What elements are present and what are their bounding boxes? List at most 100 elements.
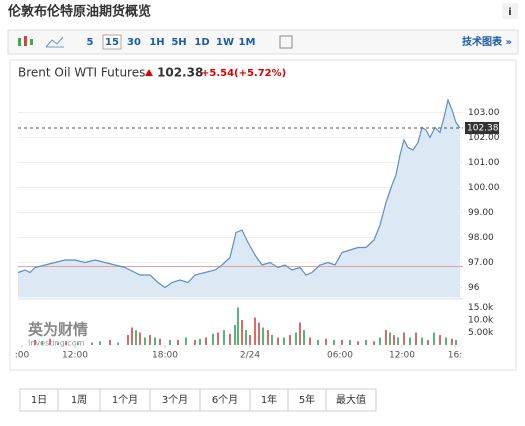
y-tick-label: 97.00 xyxy=(468,258,494,268)
volume-bar xyxy=(254,317,256,345)
price-line xyxy=(17,97,461,289)
x-tick-label: 06:00 xyxy=(327,351,353,361)
x-tick-label: 12:00 xyxy=(62,351,88,361)
toolbar xyxy=(7,29,519,55)
x-tick-label: 18:00 xyxy=(152,351,178,361)
volume-bar xyxy=(205,337,207,345)
volume-bar xyxy=(117,342,119,345)
volume-bar xyxy=(393,335,395,345)
volume-bar xyxy=(427,340,429,345)
volume-bar xyxy=(194,340,196,345)
instrument-name: Brent Oil WTI Futures xyxy=(18,66,145,80)
range-label[interactable]: 最大值 xyxy=(336,393,366,406)
y-tick-label: 102.00 xyxy=(468,133,500,143)
volume-bar xyxy=(237,307,239,345)
volume-bar xyxy=(177,340,179,345)
volume-bar xyxy=(229,333,231,345)
volume-tick-label: 10.0k xyxy=(468,316,494,326)
x-tick-label: 16: xyxy=(448,351,462,361)
watermark-sub: Investing.com xyxy=(28,339,85,348)
volume-bar xyxy=(217,332,219,345)
price-area xyxy=(18,100,460,298)
range-label[interactable]: 5年 xyxy=(299,393,315,406)
range-label[interactable]: 1个月 xyxy=(112,394,138,406)
volume-bar xyxy=(169,340,171,345)
interval-button[interactable]: 1H xyxy=(149,37,164,48)
x-tick-label: :00 xyxy=(15,351,30,361)
range-label[interactable]: 1周 xyxy=(71,394,87,406)
volume-bar xyxy=(91,342,93,345)
volume-bar xyxy=(41,341,43,345)
chart-frame xyxy=(9,59,517,371)
volume-bar xyxy=(212,333,214,345)
info-icon[interactable]: i xyxy=(508,7,511,18)
volume-bar xyxy=(262,327,264,345)
volume-bar xyxy=(99,341,101,345)
volume-bar xyxy=(271,335,273,345)
volume-bar xyxy=(439,335,441,345)
interval-button[interactable]: 30 xyxy=(127,37,141,48)
volume-bar xyxy=(403,332,405,345)
last-price-box xyxy=(465,122,499,134)
range-button[interactable] xyxy=(325,388,377,412)
tech-chart-link[interactable]: 技术图表 » xyxy=(462,35,512,48)
area-icon[interactable] xyxy=(45,36,64,48)
volume-tick-label: 5.00k xyxy=(468,328,494,338)
widget-title: 伦敦布伦特原油期货概览 xyxy=(8,4,151,20)
interval-button[interactable]: 1W xyxy=(216,37,234,48)
volume-bar xyxy=(365,340,367,345)
interval-button[interactable]: 5 xyxy=(87,37,94,48)
volume-bar xyxy=(234,325,236,345)
volume-bar xyxy=(139,332,141,345)
info-button[interactable] xyxy=(502,3,518,19)
volume-bar xyxy=(303,330,305,345)
y-tick-label: 100.00 xyxy=(468,183,500,193)
volume-bar xyxy=(299,322,301,345)
volume-bar xyxy=(357,341,359,345)
volume-bar xyxy=(283,337,285,345)
y-tick-label: 99.00 xyxy=(468,208,494,218)
volume-bar xyxy=(409,337,411,345)
volume-bar xyxy=(131,327,133,345)
volume-bar xyxy=(49,338,51,345)
up-arrow xyxy=(145,69,153,76)
volume-bar xyxy=(349,340,351,345)
y-tick-label: 96 xyxy=(468,283,480,293)
watermark: 英为财情 xyxy=(28,321,88,339)
range-label[interactable]: 6个月 xyxy=(212,394,238,406)
volume-bar xyxy=(451,338,453,345)
volume-bar xyxy=(57,342,59,345)
volume-bar xyxy=(249,335,251,345)
interval-button[interactable]: 1M xyxy=(239,37,256,48)
volume-bar xyxy=(415,332,417,345)
last-price: 102.38 xyxy=(157,66,203,80)
x-tick-label: 2/24 xyxy=(240,351,260,361)
volume-bar xyxy=(341,340,343,345)
volume-bar xyxy=(77,342,79,345)
volume-bar xyxy=(241,320,243,345)
range-label[interactable]: 1日 xyxy=(31,395,47,406)
volume-bar xyxy=(317,340,319,345)
volume-bar xyxy=(373,341,375,345)
volume-tick-label: 15.0k xyxy=(468,303,494,313)
interval-button[interactable]: 5H xyxy=(171,37,186,48)
interval-button[interactable]: 15 xyxy=(105,37,119,48)
volume-bar xyxy=(389,332,391,345)
interval-button[interactable]: 1D xyxy=(194,37,209,48)
volume-bar xyxy=(379,337,381,345)
volume-bar xyxy=(258,322,260,345)
y-tick-label: 103.00 xyxy=(468,108,500,118)
volume-bar xyxy=(185,337,187,345)
volume-bar xyxy=(109,340,111,345)
volume-bar xyxy=(309,337,311,345)
range-label[interactable]: 3个月 xyxy=(162,394,188,406)
volume-bar xyxy=(455,340,457,345)
range-label[interactable]: 1年 xyxy=(261,393,277,406)
x-tick-label: 12:00 xyxy=(389,351,415,361)
last-price-label: 102.38 xyxy=(467,124,499,134)
settings-icon[interactable] xyxy=(279,35,293,49)
candle-icon[interactable] xyxy=(18,36,33,46)
volume-bar xyxy=(433,332,435,345)
volume-bar xyxy=(385,330,387,345)
volume-bar xyxy=(245,330,247,345)
